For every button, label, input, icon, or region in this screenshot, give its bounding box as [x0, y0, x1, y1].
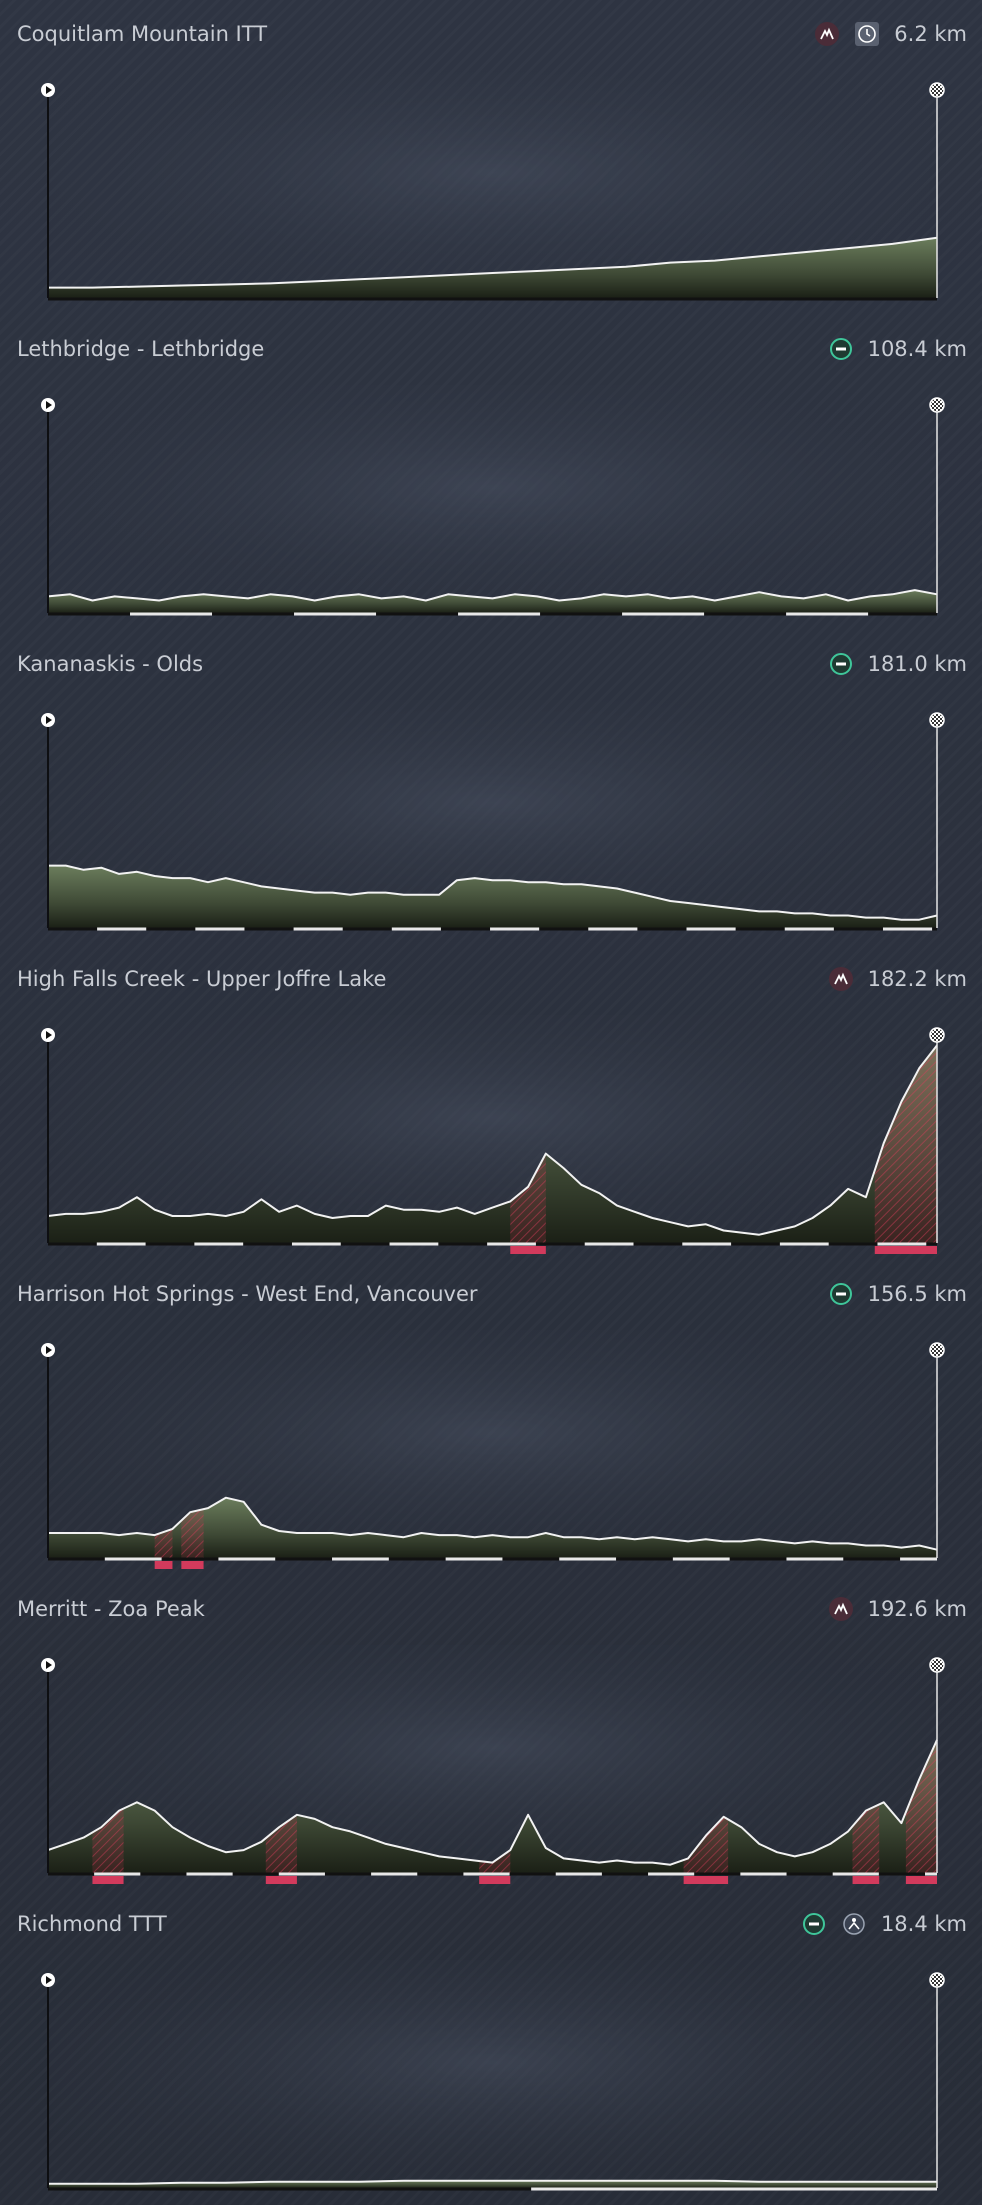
start-arrow [46, 1976, 52, 1984]
stage-name: High Falls Creek - Upper Joffre Lake [17, 967, 387, 991]
terrain-area [48, 865, 937, 928]
finish-icon [929, 1972, 945, 1988]
climb-bar [154, 1561, 173, 1569]
finish-icon [929, 397, 945, 413]
stage-info: 6.2 km [814, 20, 967, 48]
climb-bar [479, 1876, 511, 1884]
profile-line [47, 1044, 938, 1236]
profile-line [48, 236, 938, 289]
stage-name: Coquitlam Mountain ITT [17, 22, 268, 46]
start-arrow [46, 1346, 52, 1354]
stage-distance: 181.0 km [867, 652, 967, 676]
profile-line [47, 589, 938, 602]
stage[interactable]: Richmond TTT 18.4 km [0, 1890, 982, 2205]
stage-info: 182.2 km [827, 965, 967, 993]
stage[interactable]: Coquitlam Mountain ITT 6.2 km [0, 0, 982, 315]
chart-glow [48, 1645, 937, 1873]
terrain-area [48, 590, 937, 613]
finish-icon [929, 1027, 945, 1043]
stage[interactable]: Lethbridge - Lethbridge 108.4 km [0, 315, 982, 630]
finish-icon [929, 1657, 945, 1673]
stage-distance: 156.5 km [867, 1282, 967, 1306]
stage-name: Kananaskis - Olds [17, 652, 204, 676]
climb-bar [92, 1876, 124, 1884]
stage[interactable]: Harrison Hot Springs - West End, Vancouv… [0, 1260, 982, 1575]
stage-info: 192.6 km [827, 1595, 967, 1623]
stage-name: Harrison Hot Springs - West End, Vancouv… [17, 1282, 478, 1306]
climb-bar [181, 1561, 204, 1569]
stage-info: 156.5 km [828, 1280, 967, 1308]
start-arrow [46, 401, 52, 409]
profile [41, 1645, 945, 1884]
profile [41, 385, 945, 616]
stage-info: 181.0 km [828, 650, 967, 678]
finish-icon [929, 1342, 945, 1358]
profile [41, 1330, 945, 1569]
stage-name: Merritt - Zoa Peak [17, 1597, 205, 1621]
finish-icon [929, 712, 945, 728]
stage-distance: 108.4 km [867, 337, 967, 361]
stage-info: 108.4 km [828, 335, 967, 363]
terrain-area [48, 237, 937, 298]
chart-glow [48, 1015, 937, 1243]
stage-distance: 6.2 km [894, 22, 967, 46]
chart-glow [48, 385, 937, 613]
stage-name: Lethbridge - Lethbridge [17, 337, 265, 361]
profile-line [48, 864, 938, 921]
start-arrow [46, 1031, 52, 1039]
start-arrow [46, 1661, 52, 1669]
profile [41, 1015, 945, 1254]
climb-bar [265, 1876, 297, 1884]
stage[interactable]: High Falls Creek - Upper Joffre Lake 182… [0, 945, 982, 1260]
climb-bar [874, 1246, 937, 1254]
start-arrow [46, 86, 52, 94]
profile-line [48, 1496, 938, 1551]
stage-distance: 182.2 km [867, 967, 967, 991]
climb-bar [905, 1876, 937, 1884]
profile [41, 700, 945, 931]
climb-bar [510, 1246, 546, 1254]
climb-bar [683, 1876, 729, 1884]
profile [41, 70, 945, 301]
terrain-area [48, 1045, 937, 1243]
stage-info: 18.4 km [801, 1910, 967, 1938]
stage-name: Richmond TTT [17, 1912, 167, 1936]
profile [41, 1960, 945, 2191]
profile-line [48, 2179, 937, 2185]
stage-distance: 192.6 km [867, 1597, 967, 1621]
chart-glow [48, 1960, 937, 2188]
terrain-area [48, 1497, 937, 1558]
stage[interactable]: Kananaskis - Olds 181.0 km [0, 630, 982, 945]
profile-line [47, 1739, 938, 1866]
stage[interactable]: Merritt - Zoa Peak 192.6 km [0, 1575, 982, 1890]
finish-icon [929, 82, 945, 98]
climb-bar [852, 1876, 880, 1884]
stage-distance: 18.4 km [880, 1912, 967, 1936]
start-arrow [46, 716, 52, 724]
